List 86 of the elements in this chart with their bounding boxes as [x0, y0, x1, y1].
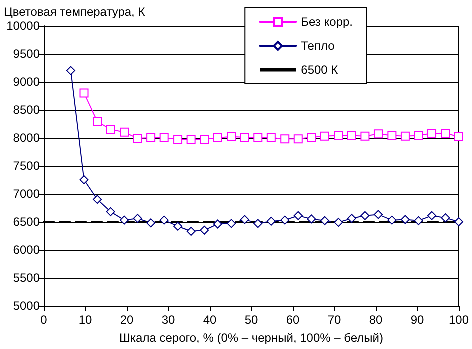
y-tick-label: 6500: [13, 215, 40, 229]
point: [374, 210, 383, 220]
point: [213, 134, 222, 142]
point: [186, 135, 196, 144]
y-tick-label: 5500: [13, 271, 40, 285]
x-tick-label: 0: [40, 313, 48, 327]
point: [200, 135, 210, 144]
x-tick-label: 80: [369, 313, 383, 327]
point: [266, 134, 276, 142]
point: [93, 117, 102, 126]
point: [240, 215, 250, 224]
y-tick-label: 8500: [13, 103, 40, 117]
y-tick-label: 7000: [13, 187, 40, 201]
point: [307, 214, 316, 224]
y-tick-label: 6000: [13, 243, 40, 257]
y-tick-label: 9500: [13, 47, 40, 61]
point: [454, 218, 464, 226]
point: [280, 134, 290, 144]
point: [66, 66, 76, 76]
point: [360, 132, 370, 141]
point: [106, 125, 116, 134]
legend-label: 6500 К: [301, 63, 338, 77]
legend-label: Без корр.: [301, 15, 354, 29]
y-tick-label: 5000: [13, 299, 40, 313]
point: [334, 131, 344, 140]
point: [213, 220, 222, 229]
point: [80, 88, 89, 98]
point: [320, 216, 330, 226]
point: [360, 211, 370, 220]
point: [133, 134, 142, 144]
point: [186, 227, 196, 236]
point: [454, 132, 464, 142]
point: [400, 132, 410, 141]
point: [106, 207, 116, 216]
point: [347, 214, 356, 224]
point: [414, 131, 424, 140]
x-tick-label: 70: [328, 313, 342, 327]
x-tick-label: 100: [448, 313, 470, 327]
point: [388, 131, 397, 140]
point: [428, 129, 437, 138]
point: [93, 195, 102, 204]
point: [120, 216, 130, 225]
point: [294, 134, 303, 144]
x-tick-label: 90: [410, 313, 424, 327]
y-tick-label: 8000: [13, 131, 40, 145]
point: [80, 176, 89, 184]
point: [174, 135, 183, 144]
y-tick-label: 10000: [6, 19, 40, 33]
point: [347, 131, 356, 140]
x-tick-label: 40: [203, 313, 217, 327]
point: [266, 216, 276, 226]
point: [160, 216, 169, 225]
x-tick-label: 60: [286, 313, 300, 327]
point: [388, 216, 397, 225]
point: [280, 216, 290, 225]
x-tick-label: 50: [244, 313, 258, 327]
point: [133, 214, 142, 224]
point: [374, 130, 383, 139]
point: [294, 211, 303, 220]
point: [441, 129, 450, 138]
point: [120, 128, 130, 137]
point: [174, 222, 183, 231]
point: [240, 132, 250, 142]
legend-label: Тепло: [301, 39, 336, 53]
point: [414, 216, 424, 226]
x-axis-title: Шкала серого, % (0% – черный, 100% – белый): [120, 331, 384, 345]
point: [146, 218, 156, 228]
x-tick-label: 30: [162, 313, 176, 327]
point: [146, 134, 156, 142]
point: [200, 226, 210, 235]
point: [334, 218, 344, 228]
point: [307, 132, 316, 142]
point: [160, 134, 169, 142]
point: [227, 219, 236, 228]
x-tick-label: 10: [78, 313, 92, 327]
point: [428, 211, 437, 220]
point: [441, 214, 450, 223]
y-tick-label: 7500: [13, 159, 40, 173]
y-axis-title: Цветовая температура, К: [4, 5, 146, 19]
point: [254, 219, 263, 228]
point: [320, 132, 330, 141]
y-tick-label: 9000: [13, 75, 40, 89]
point: [400, 215, 410, 224]
point: [227, 132, 236, 142]
x-tick-label: 20: [120, 313, 134, 327]
point: [254, 132, 263, 142]
